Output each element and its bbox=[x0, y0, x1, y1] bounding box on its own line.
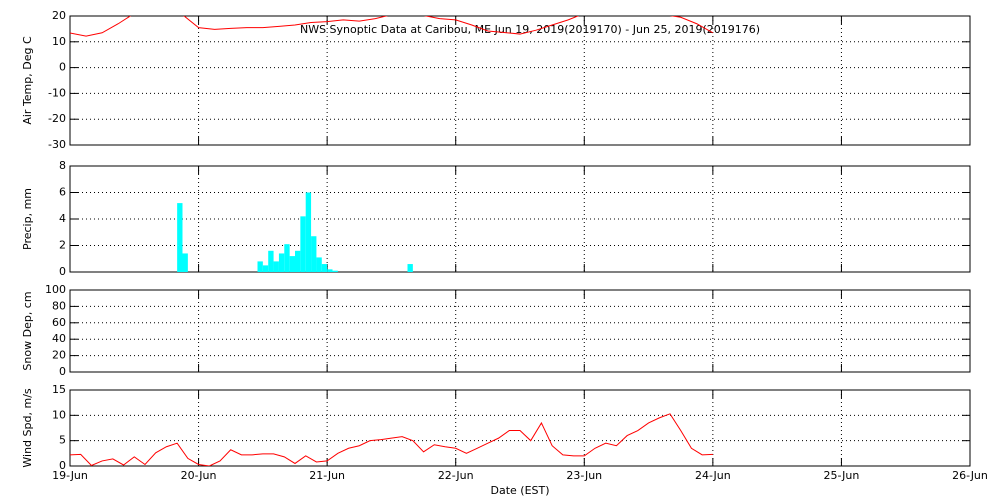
bar bbox=[321, 264, 328, 272]
bar bbox=[284, 244, 290, 272]
plot-frame bbox=[69, 389, 971, 467]
bar bbox=[300, 216, 306, 272]
y-tick-label: 15 bbox=[52, 383, 66, 396]
y-tick-label: 0 bbox=[59, 459, 66, 472]
x-tick-label: 23-Jun bbox=[566, 469, 602, 482]
y-tick-label: 5 bbox=[59, 434, 66, 447]
x-axis-label: Date (EST) bbox=[490, 484, 549, 497]
bar bbox=[273, 261, 279, 272]
data-line bbox=[70, 413, 713, 466]
y-tick-label: 20 bbox=[52, 9, 66, 22]
y-tick-label: 60 bbox=[52, 316, 66, 329]
y-tick-label: 10 bbox=[52, 408, 66, 421]
y-tick-label: -20 bbox=[48, 112, 66, 125]
y-tick-label: 2 bbox=[59, 239, 66, 252]
y-tick-label: 0 bbox=[59, 365, 66, 378]
x-tick-label: 20-Jun bbox=[181, 469, 217, 482]
plot-frame bbox=[69, 289, 971, 373]
x-tick-label: 21-Jun bbox=[309, 469, 345, 482]
bar bbox=[332, 270, 338, 272]
bar bbox=[311, 236, 317, 272]
bar bbox=[305, 192, 312, 272]
x-tick-label: 24-Jun bbox=[695, 469, 731, 482]
plot-area bbox=[177, 192, 413, 272]
y-tick-label: 40 bbox=[52, 332, 66, 345]
x-tick-label: 25-Jun bbox=[824, 469, 860, 482]
bar bbox=[268, 250, 274, 272]
bar bbox=[407, 264, 413, 272]
plot-frame bbox=[69, 15, 971, 146]
y-tick-label: 100 bbox=[45, 283, 66, 296]
y-tick-label: 4 bbox=[59, 212, 66, 225]
x-tick-label: 19-Jun bbox=[52, 469, 88, 482]
plot-frame bbox=[69, 165, 971, 273]
y-axis-label: Precip, mm bbox=[21, 188, 34, 250]
bar bbox=[177, 203, 183, 272]
y-axis-label: Air Temp, Deg C bbox=[21, 36, 34, 125]
y-axis-label: Wind Spd, m/s bbox=[21, 388, 34, 468]
y-tick-label: 0 bbox=[59, 265, 66, 278]
y-tick-label: -30 bbox=[48, 138, 66, 151]
bar bbox=[257, 261, 263, 272]
y-tick-label: 80 bbox=[52, 299, 66, 312]
y-tick-label: -10 bbox=[48, 86, 66, 99]
x-tick-label: 26-Jun bbox=[952, 469, 988, 482]
x-tick-label: 22-Jun bbox=[438, 469, 474, 482]
bar bbox=[278, 253, 285, 272]
plot-area bbox=[70, 413, 713, 466]
bar bbox=[295, 250, 301, 272]
bar bbox=[289, 256, 295, 272]
bar bbox=[182, 253, 188, 272]
bar bbox=[327, 269, 333, 272]
bar bbox=[316, 257, 322, 272]
y-tick-label: 6 bbox=[59, 186, 66, 199]
bar bbox=[262, 265, 269, 272]
y-tick-label: 0 bbox=[59, 61, 66, 74]
y-tick-label: 8 bbox=[59, 159, 66, 172]
y-axis-label: Snow Dep, cm bbox=[21, 291, 34, 370]
y-tick-label: 10 bbox=[52, 35, 66, 48]
y-tick-label: 20 bbox=[52, 349, 66, 362]
chart-title: NWS Synoptic Data at Caribou, ME Jun 19,… bbox=[300, 23, 760, 36]
